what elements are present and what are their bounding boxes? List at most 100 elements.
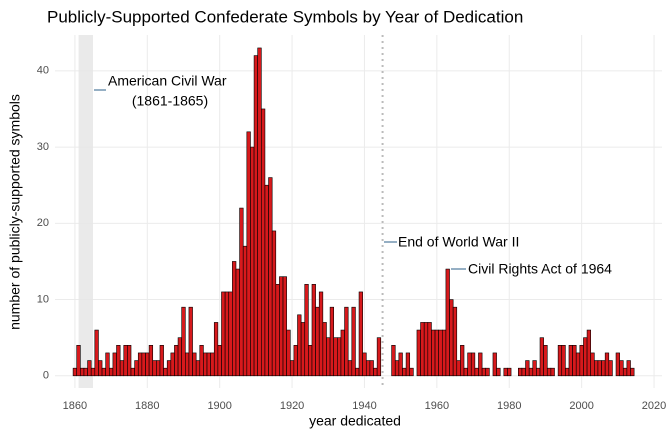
y-tick-label: 10 (37, 293, 49, 305)
bar (351, 306, 356, 377)
bar (289, 360, 295, 377)
bar (358, 291, 363, 377)
bar (481, 367, 487, 377)
bar (112, 352, 117, 377)
bar (318, 291, 324, 377)
bar (622, 367, 628, 377)
bar (427, 322, 432, 377)
bar (156, 360, 161, 377)
bar (369, 360, 374, 377)
bar (279, 276, 284, 377)
bar (474, 367, 479, 377)
bar (601, 360, 606, 377)
bar (503, 367, 508, 377)
bar (90, 367, 96, 377)
bar (166, 360, 172, 377)
bar (568, 345, 573, 377)
bar (467, 352, 472, 377)
bar (478, 352, 483, 377)
bar (181, 306, 186, 377)
bar (145, 352, 150, 377)
bar (333, 337, 338, 377)
bar (304, 284, 309, 377)
bar (253, 55, 258, 377)
bar (347, 360, 353, 377)
bar (362, 352, 367, 377)
y-tick-label: 0 (43, 370, 49, 382)
annotation: Civil Rights Act of 1964 (468, 261, 612, 277)
bar (271, 230, 277, 377)
bar (394, 360, 400, 377)
bar (532, 360, 537, 377)
bar (98, 360, 103, 377)
bar (123, 345, 128, 377)
bar (452, 306, 458, 377)
bar (561, 345, 566, 377)
bar (337, 337, 342, 377)
bar (463, 367, 468, 377)
bar (210, 352, 215, 377)
grid (55, 35, 662, 388)
bar (496, 367, 501, 377)
bar (416, 329, 421, 377)
y-tick-label: 40 (37, 65, 49, 77)
bar (159, 345, 164, 377)
bar (152, 360, 157, 377)
bar (239, 207, 244, 377)
bar (134, 360, 139, 377)
bar (594, 360, 599, 377)
bar (261, 108, 266, 377)
bar (590, 352, 595, 377)
bar (373, 367, 378, 377)
bar (485, 367, 490, 377)
bar (94, 329, 99, 377)
bar (626, 360, 631, 377)
bar (572, 345, 577, 377)
annotation: End of World War II (398, 234, 519, 250)
bar (405, 352, 411, 377)
bar (597, 360, 602, 377)
bar (286, 329, 291, 377)
bar (322, 322, 327, 377)
bar (192, 352, 197, 377)
x-tick-label: 1940 (352, 400, 376, 412)
bar (213, 322, 219, 377)
bar (355, 367, 360, 377)
bar (87, 360, 92, 377)
bar (217, 345, 222, 377)
bar (615, 352, 620, 377)
bar (365, 360, 371, 377)
bar (137, 352, 143, 377)
bar (565, 367, 570, 377)
bar (203, 352, 208, 377)
bar (583, 337, 588, 377)
bar (329, 306, 335, 377)
bar (507, 367, 512, 377)
bar (521, 367, 526, 377)
bar (235, 268, 240, 377)
x-tick-label: 1980 (497, 400, 521, 412)
bar (441, 329, 447, 377)
bar (604, 352, 610, 377)
x-tick-label: 1880 (135, 400, 159, 412)
x-axis-label: year dedicated (309, 413, 401, 429)
bar (72, 367, 78, 377)
bar (174, 345, 179, 377)
bar (232, 261, 237, 377)
bar (528, 367, 534, 377)
bar (308, 345, 313, 377)
bar (221, 291, 226, 377)
bar (536, 367, 541, 377)
bar (344, 306, 349, 377)
bar (108, 367, 114, 377)
bar (546, 367, 552, 377)
bar (177, 337, 182, 377)
y-tick-label: 20 (37, 217, 49, 229)
x-tick-label: 1900 (207, 400, 231, 412)
bar (543, 345, 548, 377)
bar (539, 337, 544, 377)
bar (586, 329, 591, 377)
bar (148, 345, 154, 377)
bar (264, 184, 269, 377)
bars (72, 47, 635, 377)
